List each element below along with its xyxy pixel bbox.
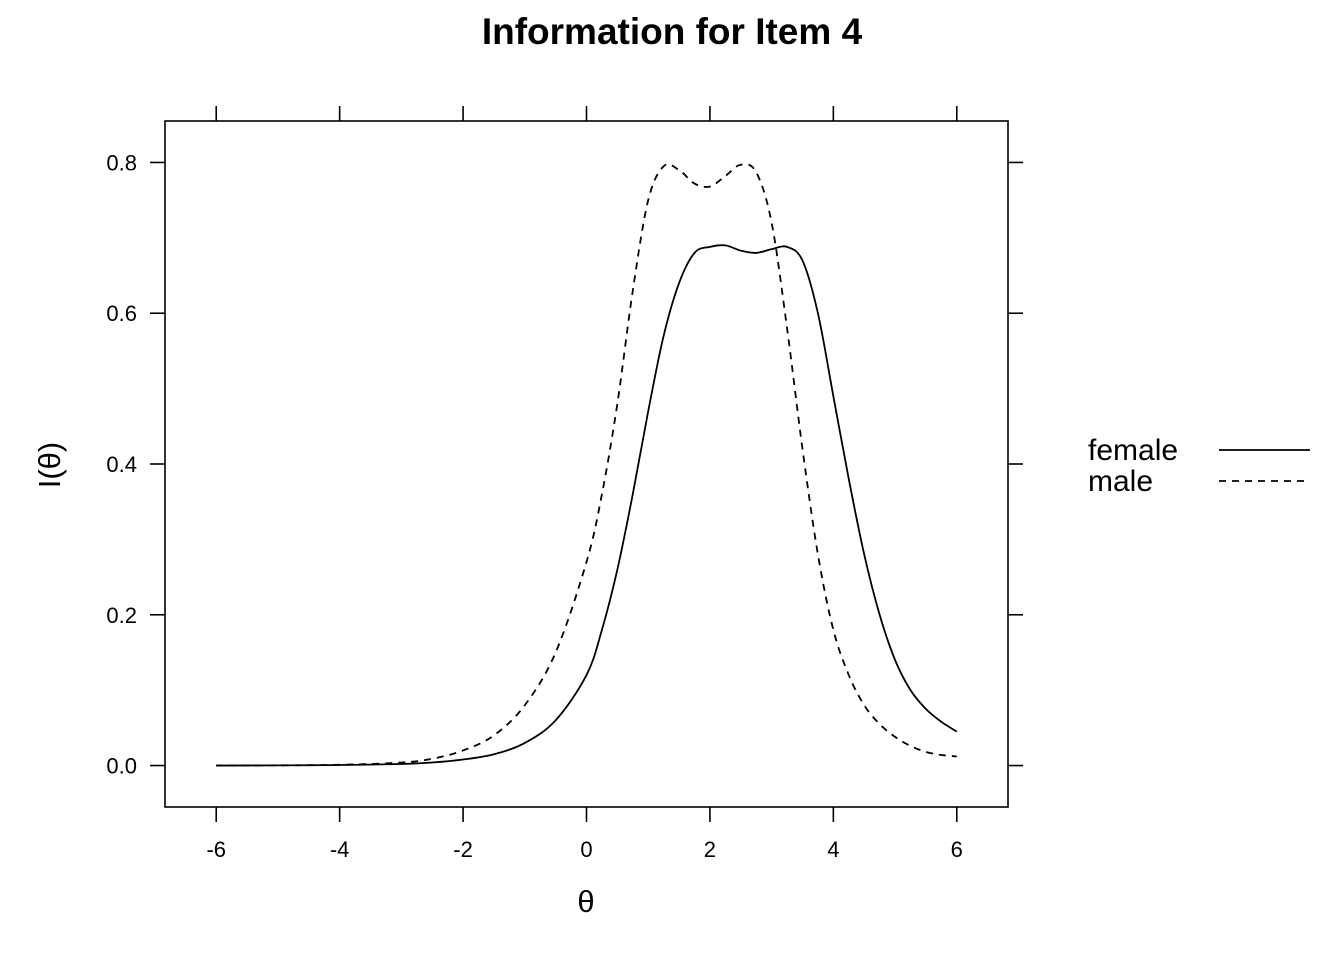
y-tick-label: 0.2 [106, 603, 137, 628]
x-tick-label: 4 [827, 837, 839, 862]
plot-frame [164, 120, 1009, 808]
x-tick-label: -2 [453, 837, 473, 862]
y-tick-label: 0.8 [106, 150, 137, 175]
series-line-male [216, 163, 957, 767]
y-tick-label: 0.6 [106, 301, 137, 326]
x-tick-label: 6 [951, 837, 963, 862]
x-tick-label: 2 [704, 837, 716, 862]
series-lines [216, 163, 958, 767]
x-tick-label: -4 [330, 837, 350, 862]
x-axis-label: θ [577, 884, 594, 919]
legend-label-female: female [1088, 434, 1178, 467]
x-tick-label: 0 [580, 837, 592, 862]
y-tick-label: 0.0 [106, 754, 137, 779]
y-axis-label: I(θ) [32, 442, 67, 489]
chart-title: Information for Item 4 [482, 11, 863, 52]
series-line-female [216, 244, 958, 767]
y-tick-label: 0.4 [106, 452, 137, 477]
x-tick-label: -6 [206, 837, 226, 862]
legend-label-male: male [1088, 465, 1153, 498]
y-axis: 0.0 0.2 0.4 0.6 0.8 [106, 150, 1023, 779]
x-axis: -6 -4 -2 0 2 4 6 [206, 106, 963, 862]
